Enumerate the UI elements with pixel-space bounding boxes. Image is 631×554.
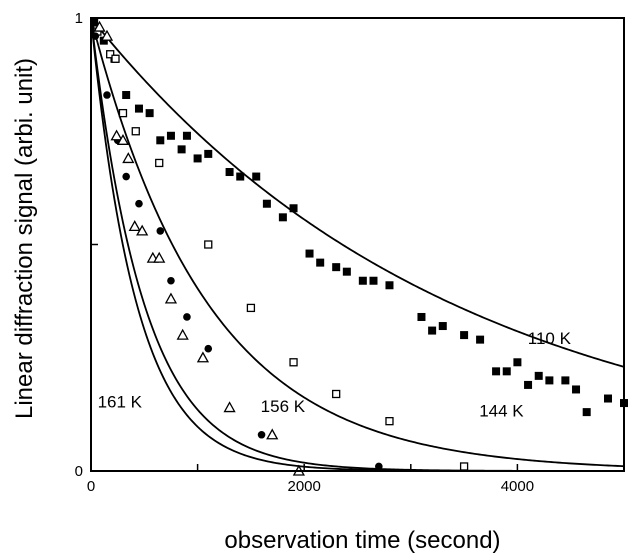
y-tick-label: 0 (75, 463, 83, 480)
point-144-k (106, 50, 115, 59)
point-156-k (122, 172, 130, 181)
curve-label-156-k: 156 K (261, 397, 306, 416)
point-110-k (262, 199, 271, 208)
point-110-k (438, 322, 447, 331)
plot-frame (90, 17, 625, 472)
point-156-k (183, 313, 191, 321)
point-110-k (460, 331, 469, 340)
point-110-k (225, 168, 234, 177)
point-110-k (316, 258, 325, 267)
point-144-k (155, 158, 164, 168)
point-110-k (502, 367, 511, 376)
point-110-k (166, 131, 175, 140)
point-110-k (582, 408, 591, 417)
x-tick-label: 4000 (501, 478, 534, 495)
point-110-k (182, 131, 191, 140)
x-axis-title: observation time (second) (224, 527, 500, 554)
point-110-k (204, 149, 213, 158)
y-axis-title: Linear diffraction signal (arbi. unit) (11, 58, 38, 419)
fit-curves (90, 17, 625, 472)
point-110-k (385, 281, 394, 290)
point-110-k (534, 371, 543, 380)
point-110-k (156, 136, 165, 145)
curve-label-161-k: 161 K (98, 393, 143, 412)
point-110-k (342, 267, 351, 276)
curve-label-110-k: 110 K (528, 329, 572, 348)
point-110-k (177, 145, 186, 154)
fit-curve-161-k (90, 17, 624, 472)
point-161-k (110, 129, 123, 141)
point-144-k (459, 462, 469, 471)
point-161-k (196, 351, 210, 363)
point-110-k (358, 276, 367, 285)
point-110-k (561, 376, 570, 385)
point-110-k (513, 358, 522, 367)
point-161-k (116, 133, 130, 145)
point-161-k (153, 251, 166, 263)
point-110-k (289, 204, 298, 213)
point-161-k (223, 401, 236, 413)
point-144-k (118, 108, 128, 118)
point-110-k (369, 276, 378, 285)
point-110-k (524, 380, 533, 389)
point-144-k (385, 417, 394, 426)
point-110-k (90, 18, 99, 27)
point-156-k (91, 32, 100, 40)
point-161-k (93, 20, 106, 32)
point-156-k (375, 462, 383, 471)
point-110-k (417, 312, 426, 321)
x-tick-label: 0 (87, 478, 95, 495)
fit-curve-156-k (90, 17, 624, 472)
point-144-k (204, 240, 213, 249)
point-156-k (257, 430, 266, 439)
point-144-k (131, 127, 140, 136)
point-110-k (476, 335, 485, 344)
point-144-k (289, 358, 298, 367)
point-156-k (135, 199, 143, 208)
point-110-k (604, 394, 613, 403)
point-110-k (278, 213, 287, 222)
point-144-k (111, 54, 120, 63)
point-156-k (103, 91, 111, 99)
point-110-k (122, 91, 131, 100)
axis-ticks: 0 2000 4000 0 1 (75, 10, 625, 495)
point-110-k (492, 367, 501, 376)
curve-labels: 110 K 144 K 156 K 161 K (98, 329, 572, 420)
point-144-k (332, 389, 341, 399)
point-161-k (100, 29, 114, 41)
point-110-k (236, 172, 245, 181)
point-110-k (428, 326, 437, 335)
data-markers (90, 18, 628, 476)
point-110-k (145, 109, 154, 118)
point-161-k (122, 152, 135, 164)
fit-curve-110-k (90, 17, 625, 368)
point-161-k (176, 328, 189, 340)
point-161-k (136, 224, 149, 236)
point-161-k (128, 220, 141, 232)
point-161-k (164, 292, 178, 304)
y-tick-label: 1 (75, 10, 83, 27)
point-110-k (134, 104, 143, 113)
fit-curve-144-k (90, 17, 625, 468)
point-110-k (305, 249, 314, 258)
point-110-k (193, 154, 202, 163)
point-110-k (572, 385, 581, 394)
x-tick-label: 2000 (288, 478, 321, 495)
point-144-k (246, 303, 256, 313)
point-161-k (266, 428, 279, 440)
point-156-k (167, 276, 175, 285)
point-110-k (332, 263, 341, 272)
point-110-k (252, 172, 261, 181)
point-110-k (545, 376, 554, 385)
point-156-k (204, 344, 213, 353)
point-156-k (156, 227, 165, 235)
curve-label-144-k: 144 K (479, 402, 524, 421)
